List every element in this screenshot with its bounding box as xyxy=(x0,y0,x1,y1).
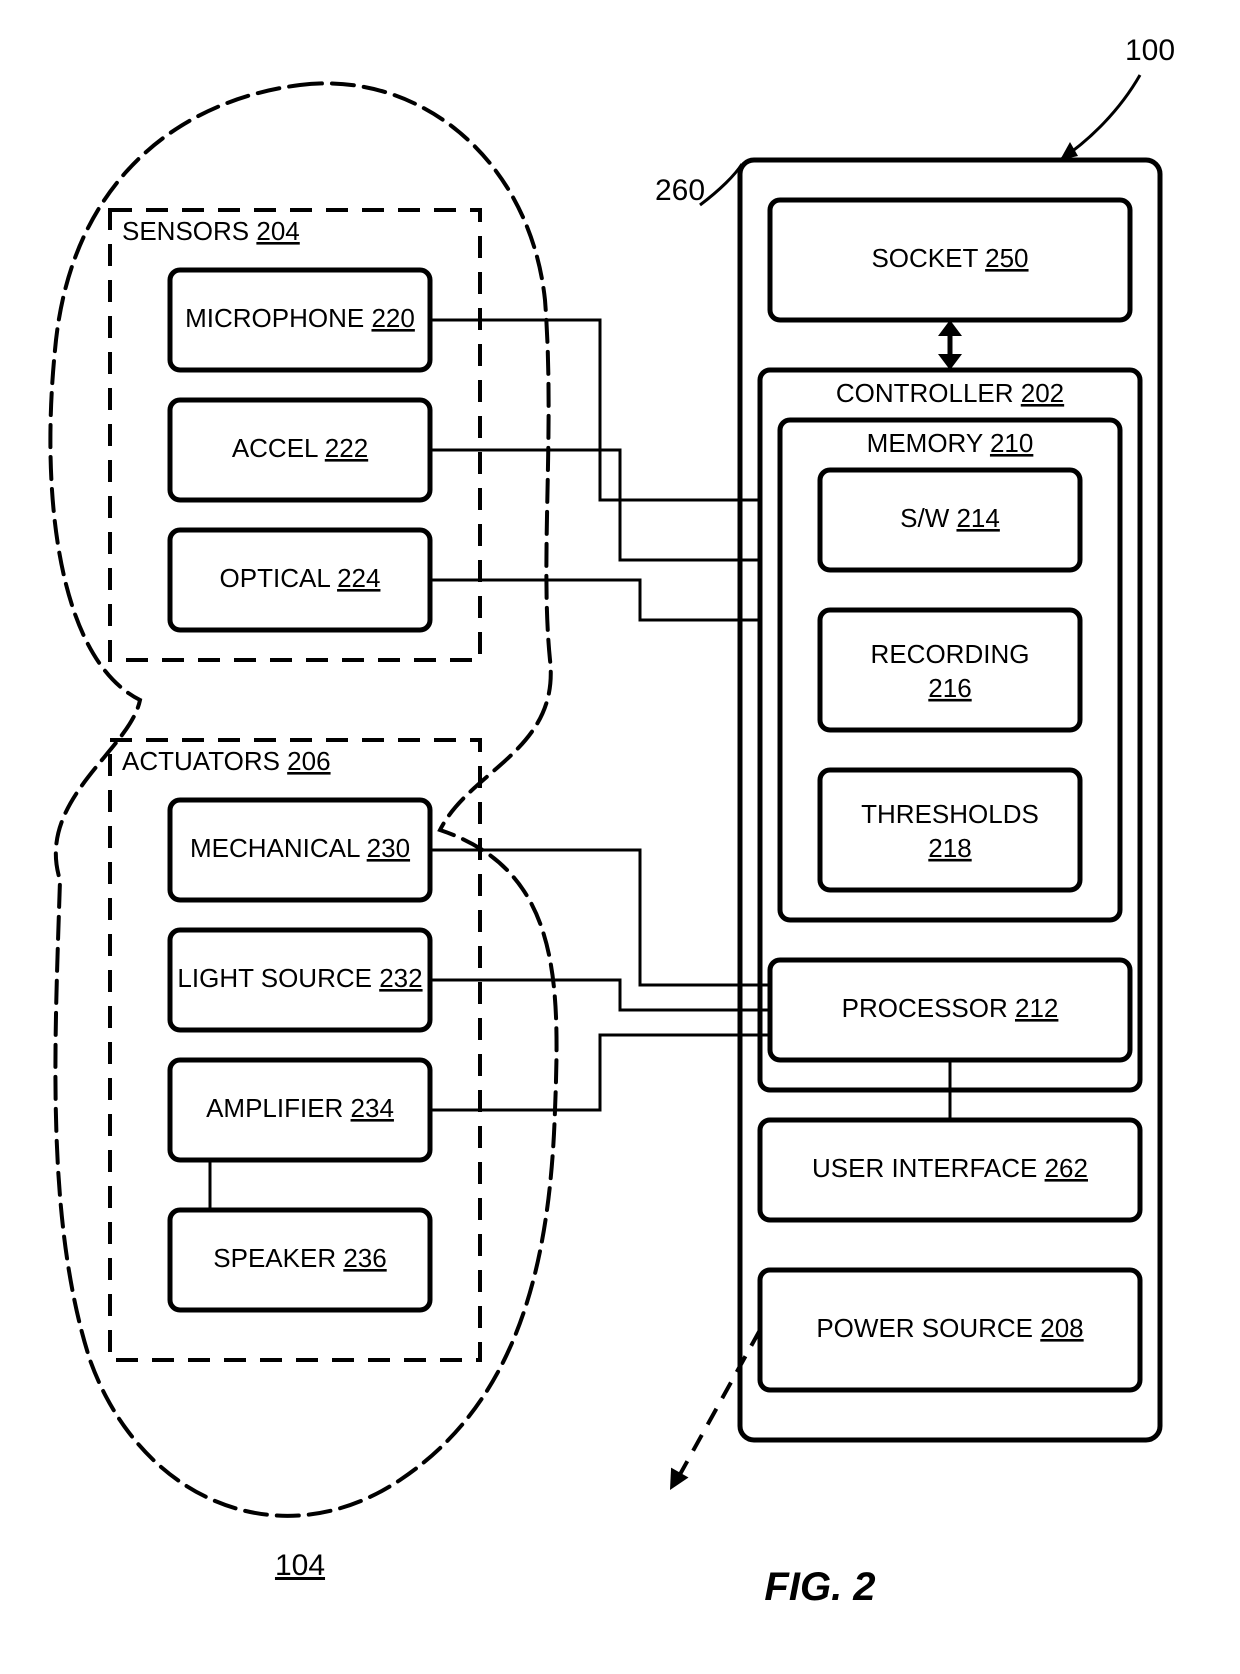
figure-label: FIG. 2 xyxy=(764,1565,875,1609)
svg-text:ACTUATORS 206: ACTUATORS 206 xyxy=(122,746,331,776)
svg-text:USER INTERFACE 262: USER INTERFACE 262 xyxy=(812,1153,1088,1183)
recording-block xyxy=(820,610,1080,730)
svg-text:ACCEL 222: ACCEL 222 xyxy=(232,433,368,463)
svg-text:LIGHT SOURCE 232: LIGHT SOURCE 232 xyxy=(177,963,422,993)
svg-text:MEMORY 210: MEMORY 210 xyxy=(867,428,1034,458)
svg-text:POWER SOURCE 208: POWER SOURCE 208 xyxy=(816,1313,1083,1343)
svg-text:PROCESSOR 212: PROCESSOR 212 xyxy=(842,993,1059,1023)
svg-text:THRESHOLDS: THRESHOLDS xyxy=(861,799,1039,829)
svg-text:SENSORS 204: SENSORS 204 xyxy=(122,216,300,246)
svg-text:218: 218 xyxy=(928,833,971,863)
svg-text:CONTROLLER 202: CONTROLLER 202 xyxy=(836,378,1064,408)
ref-100: 100 xyxy=(1125,34,1175,67)
svg-text:SPEAKER 236: SPEAKER 236 xyxy=(213,1243,386,1273)
svg-text:MICROPHONE 220: MICROPHONE 220 xyxy=(185,303,415,333)
svg-text:OPTICAL 224: OPTICAL 224 xyxy=(220,563,381,593)
svg-text:RECORDING: RECORDING xyxy=(871,639,1030,669)
svg-text:AMPLIFIER 234: AMPLIFIER 234 xyxy=(206,1093,394,1123)
svg-text:SOCKET 250: SOCKET 250 xyxy=(871,243,1028,273)
svg-text:S/W 214: S/W 214 xyxy=(900,503,1000,533)
svg-text:216: 216 xyxy=(928,673,971,703)
svg-text:MECHANICAL 230: MECHANICAL 230 xyxy=(190,833,410,863)
ref-104: 104 xyxy=(275,1549,325,1582)
thresholds-block xyxy=(820,770,1080,890)
ref-260: 260 xyxy=(655,174,705,207)
